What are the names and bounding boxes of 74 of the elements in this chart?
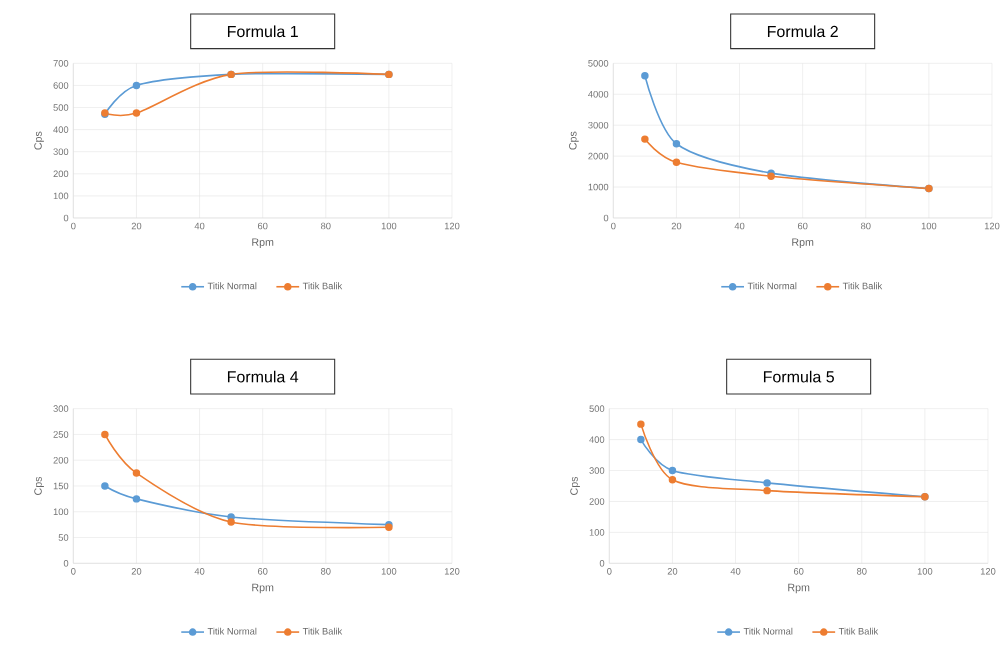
y-tick-label: 300 — [53, 405, 69, 412]
x-tick-label: 100 — [381, 568, 397, 575]
y-tick-label: 150 — [53, 482, 69, 490]
x-tick-label: 120 — [444, 222, 460, 230]
legend-label: Titik Balik — [302, 282, 343, 290]
x-tick-label: 120 — [444, 568, 460, 575]
x-tick-label: 120 — [980, 568, 996, 575]
y-tick-label: 400 — [53, 126, 69, 133]
y-tick-label: 600 — [53, 82, 69, 89]
x-tick-label: 0 — [71, 222, 76, 230]
x-tick-label: 40 — [194, 222, 205, 230]
y-tick-label: 250 — [53, 431, 69, 438]
y-axis-title: Cps — [570, 476, 580, 495]
x-tick-label: 20 — [131, 568, 142, 575]
y-tick-label: 100 — [53, 192, 69, 200]
x-tick-label: 20 — [131, 222, 142, 230]
legend-label: Titik Normal — [207, 627, 257, 635]
x-tick-label: 60 — [257, 222, 268, 230]
y-tick-label: 200 — [53, 170, 69, 178]
y-tick-label: 4000 — [588, 90, 609, 98]
x-tick-label: 40 — [734, 222, 745, 230]
y-tick-label: 0 — [599, 560, 605, 567]
chart-title: Formula 1 — [227, 25, 298, 38]
y-tick-label: 700 — [53, 60, 69, 67]
x-tick-label: 100 — [917, 568, 933, 575]
x-tick-label: 0 — [611, 222, 616, 230]
y-tick-label: 100 — [589, 529, 605, 536]
y-tick-label: 200 — [589, 498, 605, 505]
legend-label: Titik Normal — [207, 282, 257, 290]
x-axis-title: Rpm — [792, 238, 814, 249]
chart-title: Formula 2 — [767, 25, 838, 38]
x-tick-label: 60 — [793, 568, 804, 575]
x-tick-label: 100 — [381, 222, 397, 230]
y-tick-label: 500 — [589, 405, 605, 412]
y-tick-label: 1000 — [588, 183, 609, 191]
y-tick-label: 100 — [53, 508, 69, 516]
x-tick-label: 60 — [257, 568, 268, 575]
x-tick-label: 120 — [984, 222, 1000, 230]
legend-label: Titik Balik — [302, 627, 343, 635]
y-tick-label: 0 — [603, 214, 609, 222]
x-axis-title: Rpm — [252, 583, 274, 594]
x-axis-title: Rpm — [788, 583, 810, 594]
y-tick-label: 0 — [63, 214, 69, 222]
x-tick-label: 0 — [71, 568, 76, 575]
y-axis-title: Cps — [569, 131, 579, 150]
x-tick-label: 80 — [860, 222, 871, 230]
x-tick-label: 40 — [730, 568, 741, 575]
y-tick-label: 200 — [53, 456, 69, 464]
y-tick-label: 300 — [589, 467, 605, 474]
legend-label: Titik Balik — [842, 282, 883, 290]
y-tick-label: 300 — [53, 148, 69, 155]
y-axis-title: Cps — [34, 476, 44, 495]
x-tick-label: 80 — [320, 568, 331, 575]
x-tick-label: 80 — [856, 568, 867, 575]
chart-title: Formula 4 — [227, 370, 299, 383]
y-tick-label: 400 — [589, 436, 605, 443]
y-tick-label: 3000 — [588, 121, 609, 129]
x-tick-label: 60 — [797, 222, 808, 230]
x-tick-label: 20 — [671, 222, 682, 230]
y-axis-title: Cps — [34, 131, 44, 150]
legend-label: Titik Normal — [747, 282, 797, 290]
x-tick-label: 100 — [921, 222, 937, 230]
legend-label: Titik Balik — [838, 627, 879, 635]
y-tick-label: 50 — [58, 534, 69, 541]
chart-title: Formula 5 — [763, 370, 834, 383]
y-tick-label: 2000 — [588, 152, 609, 160]
y-tick-label: 5000 — [588, 60, 609, 67]
x-tick-label: 40 — [194, 568, 205, 575]
x-tick-label: 80 — [320, 222, 331, 230]
y-tick-label: 0 — [63, 560, 69, 567]
legend-label: Titik Normal — [743, 627, 793, 635]
x-axis-title: Rpm — [252, 238, 274, 249]
y-tick-label: 500 — [53, 104, 69, 111]
x-tick-label: 20 — [667, 568, 678, 575]
